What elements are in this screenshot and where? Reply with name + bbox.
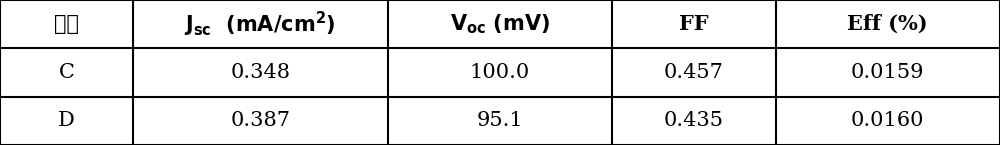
Text: 0.0160: 0.0160 xyxy=(851,111,925,130)
Text: 0.387: 0.387 xyxy=(230,111,290,130)
Text: 0.457: 0.457 xyxy=(664,63,724,82)
Text: Eff (%): Eff (%) xyxy=(847,14,928,34)
Text: 100.0: 100.0 xyxy=(470,63,530,82)
Text: 0.0159: 0.0159 xyxy=(851,63,925,82)
Text: FF: FF xyxy=(679,14,709,34)
Text: $\mathbf{J_{sc}}$  (mA/cm$\mathbf{^{2}}$): $\mathbf{J_{sc}}$ (mA/cm$\mathbf{^{2}}$) xyxy=(184,10,336,39)
Text: 类型: 类型 xyxy=(54,14,79,34)
Text: D: D xyxy=(58,111,75,130)
Text: C: C xyxy=(58,63,74,82)
Text: 95.1: 95.1 xyxy=(477,111,523,130)
Text: 0.348: 0.348 xyxy=(230,63,290,82)
Text: $\mathbf{V_{oc}}$ (mV): $\mathbf{V_{oc}}$ (mV) xyxy=(450,12,550,36)
Text: 0.435: 0.435 xyxy=(664,111,724,130)
